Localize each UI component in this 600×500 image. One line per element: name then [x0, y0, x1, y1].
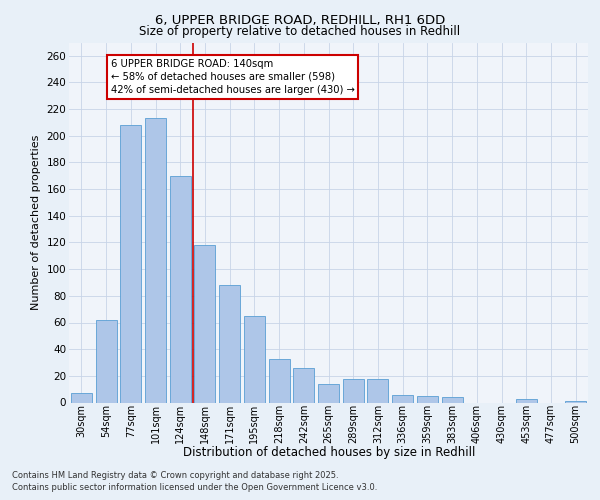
Text: Distribution of detached houses by size in Redhill: Distribution of detached houses by size …	[182, 446, 475, 459]
Text: Size of property relative to detached houses in Redhill: Size of property relative to detached ho…	[139, 25, 461, 38]
Bar	[269, 358, 290, 403]
Bar	[120, 125, 141, 402]
Bar	[244, 316, 265, 402]
Bar	[367, 378, 388, 402]
Bar	[318, 384, 339, 402]
Bar	[219, 285, 240, 403]
Bar	[442, 397, 463, 402]
Bar	[170, 176, 191, 402]
Bar	[71, 393, 92, 402]
Bar	[417, 396, 438, 402]
Bar	[95, 320, 116, 402]
Bar	[145, 118, 166, 403]
Bar	[565, 401, 586, 402]
Text: Contains HM Land Registry data © Crown copyright and database right 2025.: Contains HM Land Registry data © Crown c…	[12, 472, 338, 480]
Bar	[194, 245, 215, 402]
Text: 6 UPPER BRIDGE ROAD: 140sqm
← 58% of detached houses are smaller (598)
42% of se: 6 UPPER BRIDGE ROAD: 140sqm ← 58% of det…	[110, 58, 355, 95]
Bar	[343, 378, 364, 402]
Y-axis label: Number of detached properties: Number of detached properties	[31, 135, 41, 310]
Bar	[293, 368, 314, 402]
Text: 6, UPPER BRIDGE ROAD, REDHILL, RH1 6DD: 6, UPPER BRIDGE ROAD, REDHILL, RH1 6DD	[155, 14, 445, 27]
Bar	[516, 398, 537, 402]
Bar	[392, 394, 413, 402]
Text: Contains public sector information licensed under the Open Government Licence v3: Contains public sector information licen…	[12, 483, 377, 492]
